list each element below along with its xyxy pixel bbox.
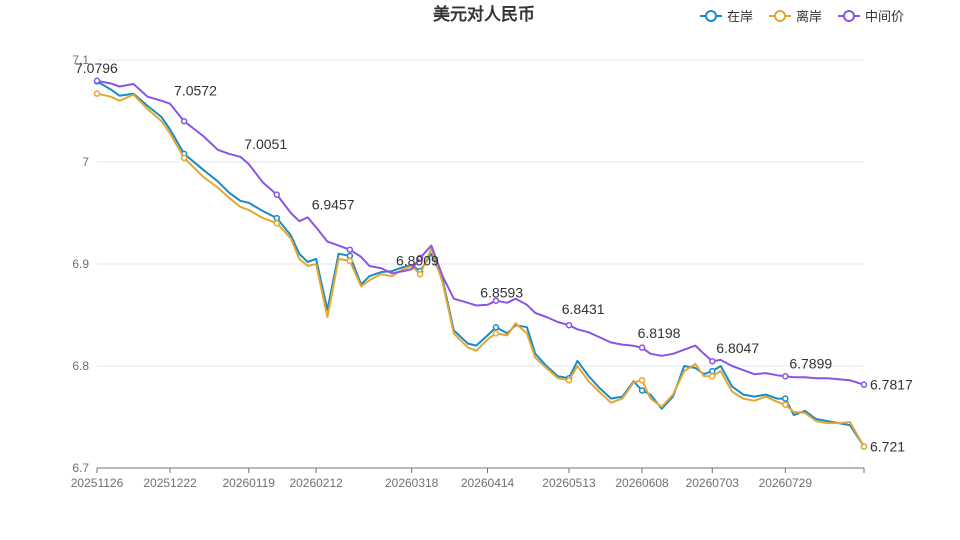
series-point xyxy=(180,154,188,162)
series-point xyxy=(860,443,868,450)
series-point xyxy=(782,395,789,402)
legend-marker xyxy=(843,10,855,22)
series-point xyxy=(180,117,188,125)
legend-marker xyxy=(774,10,786,22)
data-label: 7.0051 xyxy=(244,136,287,152)
series-point xyxy=(492,330,500,337)
x-tick-label: 20260703 xyxy=(686,476,740,490)
x-tick-label: 20251126 xyxy=(71,476,124,490)
legend-label: 中间价 xyxy=(865,9,904,24)
data-label: 6.721 xyxy=(870,439,905,455)
y-tick-label: 7 xyxy=(82,155,89,169)
x-axis: 20251126 20251222 20260119 20260212 20260318… xyxy=(71,467,865,490)
series-point xyxy=(273,219,281,227)
legend-label: 在岸 xyxy=(727,9,753,24)
series-point xyxy=(492,323,500,331)
x-tick-label: 20260608 xyxy=(615,476,669,490)
series-point xyxy=(709,367,716,375)
x-tick-label: 20260414 xyxy=(461,476,515,490)
series-point xyxy=(346,246,354,253)
series-point xyxy=(416,270,424,278)
gridlines xyxy=(97,59,864,367)
series-point xyxy=(709,357,716,365)
series-point xyxy=(709,372,716,380)
series-point xyxy=(273,191,281,198)
legend-item-2[interactable]: 中间价 xyxy=(838,9,904,24)
y-axis: 6.7 6.8 6.9 7 7.1 xyxy=(72,53,89,475)
series-layer xyxy=(93,77,868,450)
x-tick-label: 20260119 xyxy=(222,476,275,490)
series-point xyxy=(638,344,646,351)
series-point xyxy=(416,254,424,262)
data-label: 6.8593 xyxy=(480,285,523,301)
series-point xyxy=(782,373,789,380)
data-label: 6.8909 xyxy=(396,252,439,268)
series-point xyxy=(860,381,868,388)
series-point xyxy=(782,401,789,409)
x-tick-label: 20260212 xyxy=(289,476,343,490)
x-tick-label: 20260513 xyxy=(542,476,596,490)
data-label: 6.7899 xyxy=(789,355,832,371)
series-line-2 xyxy=(96,79,865,386)
data-label: 6.8431 xyxy=(562,301,605,317)
chart-title: 美元对人民币 xyxy=(433,4,535,24)
y-tick-label: 7.1 xyxy=(72,53,89,67)
data-label: 7.0796 xyxy=(75,60,118,76)
y-tick-label: 6.7 xyxy=(72,461,89,475)
series-point xyxy=(273,214,281,222)
series-point xyxy=(346,257,354,265)
data-label: 7.0572 xyxy=(174,83,217,99)
x-tick-label: 20260729 xyxy=(759,476,813,490)
series-point xyxy=(93,77,101,85)
series-point xyxy=(565,321,573,329)
data-label: 6.8047 xyxy=(716,340,759,356)
series-point xyxy=(565,377,573,384)
x-tick-label: 20260318 xyxy=(385,476,439,490)
series-line-1 xyxy=(96,92,865,448)
y-tick-label: 6.9 xyxy=(72,257,89,271)
legend[interactable]: 在岸 离岸 中间价 xyxy=(700,9,904,24)
series-point xyxy=(492,297,500,304)
x-tick-label: 20251222 xyxy=(143,476,197,490)
series-point xyxy=(93,90,101,97)
data-label: 6.8198 xyxy=(638,325,681,341)
legend-label: 离岸 xyxy=(796,9,822,24)
data-label: 6.9457 xyxy=(312,196,355,212)
legend-item-1[interactable]: 离岸 xyxy=(769,9,822,24)
series-point xyxy=(638,387,646,394)
y-tick-label: 6.8 xyxy=(72,359,89,373)
data-labels: 7.0796 7.0572 7.0051 6.9457 6.8909 6.8593 6.84… xyxy=(75,60,913,455)
legend-item-0[interactable]: 在岸 xyxy=(700,9,753,24)
series-point xyxy=(638,377,646,384)
data-label: 6.7817 xyxy=(870,377,913,393)
series-point xyxy=(346,252,354,260)
legend-marker xyxy=(705,10,717,22)
